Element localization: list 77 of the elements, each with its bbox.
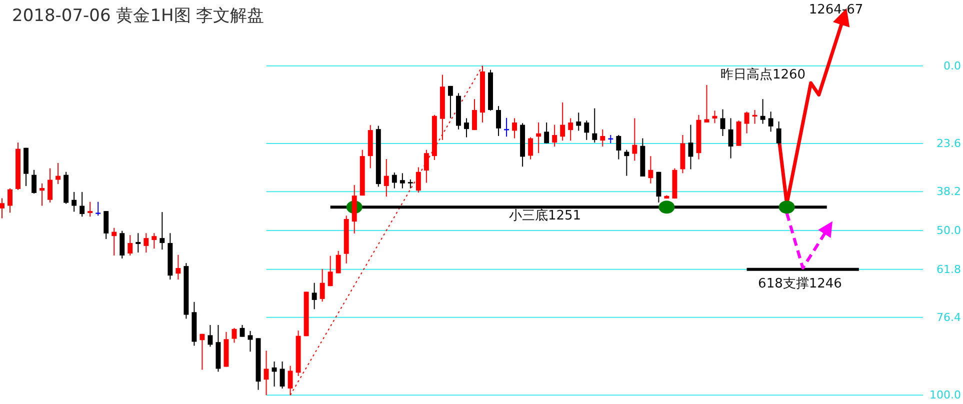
candlestick [744, 111, 750, 134]
y-tick-label: 23.6 [936, 137, 961, 150]
candlestick [776, 120, 782, 146]
candlestick [72, 191, 77, 212]
candlestick [320, 268, 325, 302]
candlestick [208, 324, 213, 348]
candlestick [592, 108, 598, 144]
candlestick [384, 158, 389, 198]
y-tick-label: 0.0 [944, 59, 961, 72]
candlestick [536, 122, 542, 154]
candlestick [8, 188, 12, 214]
candlestick [280, 361, 285, 390]
candlestick [768, 111, 774, 132]
candlestick [464, 118, 469, 138]
y-tick-label: 50.0 [936, 224, 961, 237]
candlestick [648, 156, 654, 184]
y-tick-label: 61.8 [936, 262, 961, 276]
candlestick [392, 172, 397, 189]
candlestick [624, 149, 630, 176]
candlestick [544, 122, 550, 144]
candlestick [88, 201, 93, 218]
candlestick [112, 227, 117, 256]
annotation: 618支撑1246 [758, 276, 842, 292]
candlestick [616, 134, 622, 160]
candlestick [720, 108, 726, 136]
candlestick [200, 333, 205, 370]
candlestick [0, 198, 4, 219]
candlestick [688, 124, 694, 170]
y-tick-label: 100.0 [930, 388, 961, 402]
candlestick [328, 255, 333, 287]
candlestick [752, 109, 758, 124]
candlestick [552, 124, 558, 148]
candlestick [56, 162, 61, 185]
candlestick [424, 149, 429, 184]
candlestick [496, 106, 501, 136]
candlestick [32, 169, 37, 194]
chart-title: 2018-07-06 黄金1H图 李文解盘 [12, 6, 264, 26]
candlestick [104, 210, 109, 240]
candlestick [760, 98, 766, 124]
candlestick [152, 232, 157, 250]
candlestick [40, 182, 45, 206]
candlestick [48, 168, 53, 203]
candlestick [96, 201, 101, 216]
candlestick [160, 212, 165, 250]
candlestick [448, 85, 453, 119]
candlestick [176, 254, 181, 280]
candlestick [576, 112, 582, 132]
candlestick [312, 282, 317, 310]
candlestick [504, 117, 510, 138]
candlestick [472, 98, 477, 131]
candlestick [272, 361, 277, 388]
annotation: 昨日高点1260 [720, 66, 806, 82]
candlestick [120, 230, 125, 259]
candlestick [240, 324, 245, 338]
candlestick [632, 118, 638, 162]
candlestick [416, 166, 421, 194]
candlestick [128, 234, 133, 256]
candlestick [248, 330, 253, 352]
candlestick [512, 118, 518, 139]
candlestick [400, 172, 405, 189]
candlestick [528, 136, 534, 160]
annotation: 1264-67 [808, 2, 864, 18]
candlestick [560, 102, 566, 142]
candlestick [584, 120, 590, 140]
y-tick-label: 76.4 [936, 310, 961, 324]
candlestick [80, 191, 85, 218]
candlestick [232, 327, 237, 344]
candlestick [600, 128, 606, 148]
annotation: 小三底1251 [508, 208, 582, 224]
candlestick [136, 232, 141, 254]
candlestick [264, 350, 269, 396]
y-tick-label: 38.2 [936, 185, 961, 198]
candlestick [568, 118, 574, 142]
candlestick [728, 118, 734, 159]
candlestick [704, 84, 710, 123]
candlestick [144, 232, 149, 254]
candlestick [336, 250, 341, 274]
